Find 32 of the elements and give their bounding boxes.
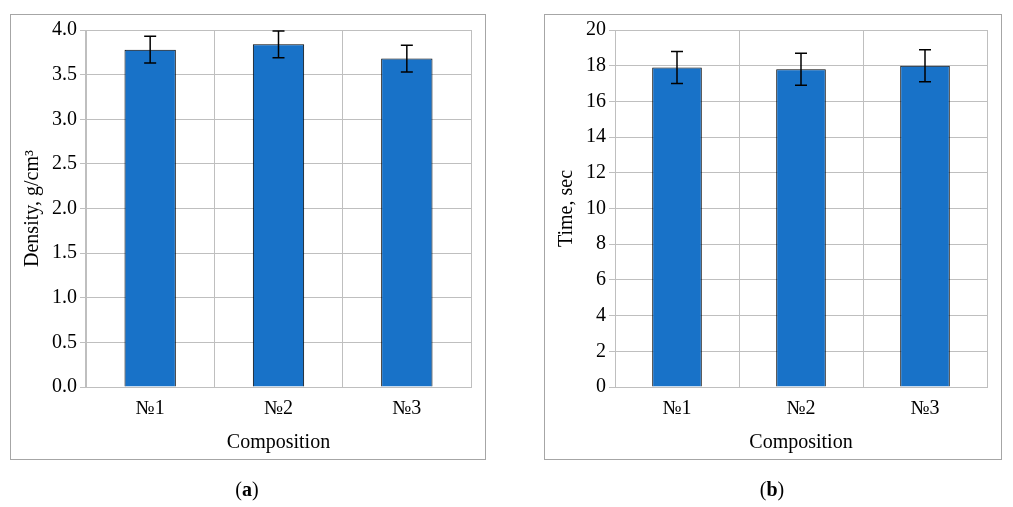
y-tick-label: 8 xyxy=(596,231,606,254)
x-tick-label: №1 xyxy=(135,396,165,419)
x-tick-label: №3 xyxy=(910,396,940,419)
x-axis-title: Composition xyxy=(226,430,331,454)
y-tick-label: 1.0 xyxy=(52,285,77,307)
y-tick-label: 0.0 xyxy=(52,374,77,397)
y-tick-label: 0.5 xyxy=(52,329,77,352)
y-tick-label: 2 xyxy=(596,338,606,361)
y-tick-label: 0 xyxy=(596,374,606,397)
x-tick-label: №1 xyxy=(662,396,692,419)
y-tick-label: 2.0 xyxy=(52,195,77,218)
y-tick-label: 16 xyxy=(586,88,606,111)
y-tick-label: 6 xyxy=(596,267,606,290)
y-tick-label: 1.5 xyxy=(52,240,77,263)
y-tick-label: 4.0 xyxy=(52,17,77,40)
y-tick-label: 10 xyxy=(586,195,606,218)
y-tick-label: 14 xyxy=(586,124,606,147)
y-tick-label: 20 xyxy=(586,17,606,40)
y-tick-label: 18 xyxy=(586,52,606,75)
y-axis-title: Time, sec xyxy=(554,169,577,248)
y-tick-label: 4 xyxy=(596,302,606,325)
y-tick-label: 3.5 xyxy=(52,61,77,84)
y-axis-title: Density, g/cm³ xyxy=(20,150,44,267)
y-tick-label: 12 xyxy=(586,160,606,183)
x-tick-label: №2 xyxy=(786,396,816,419)
x-tick-label: №2 xyxy=(263,396,294,419)
text: (b) xyxy=(758,478,786,501)
x-tick-label: №3 xyxy=(392,396,422,419)
y-tick-label: 2.5 xyxy=(52,151,77,174)
y-tick-label: 3.0 xyxy=(52,106,77,129)
x-axis-title: Composition xyxy=(749,430,853,454)
text: (a) xyxy=(234,478,260,501)
